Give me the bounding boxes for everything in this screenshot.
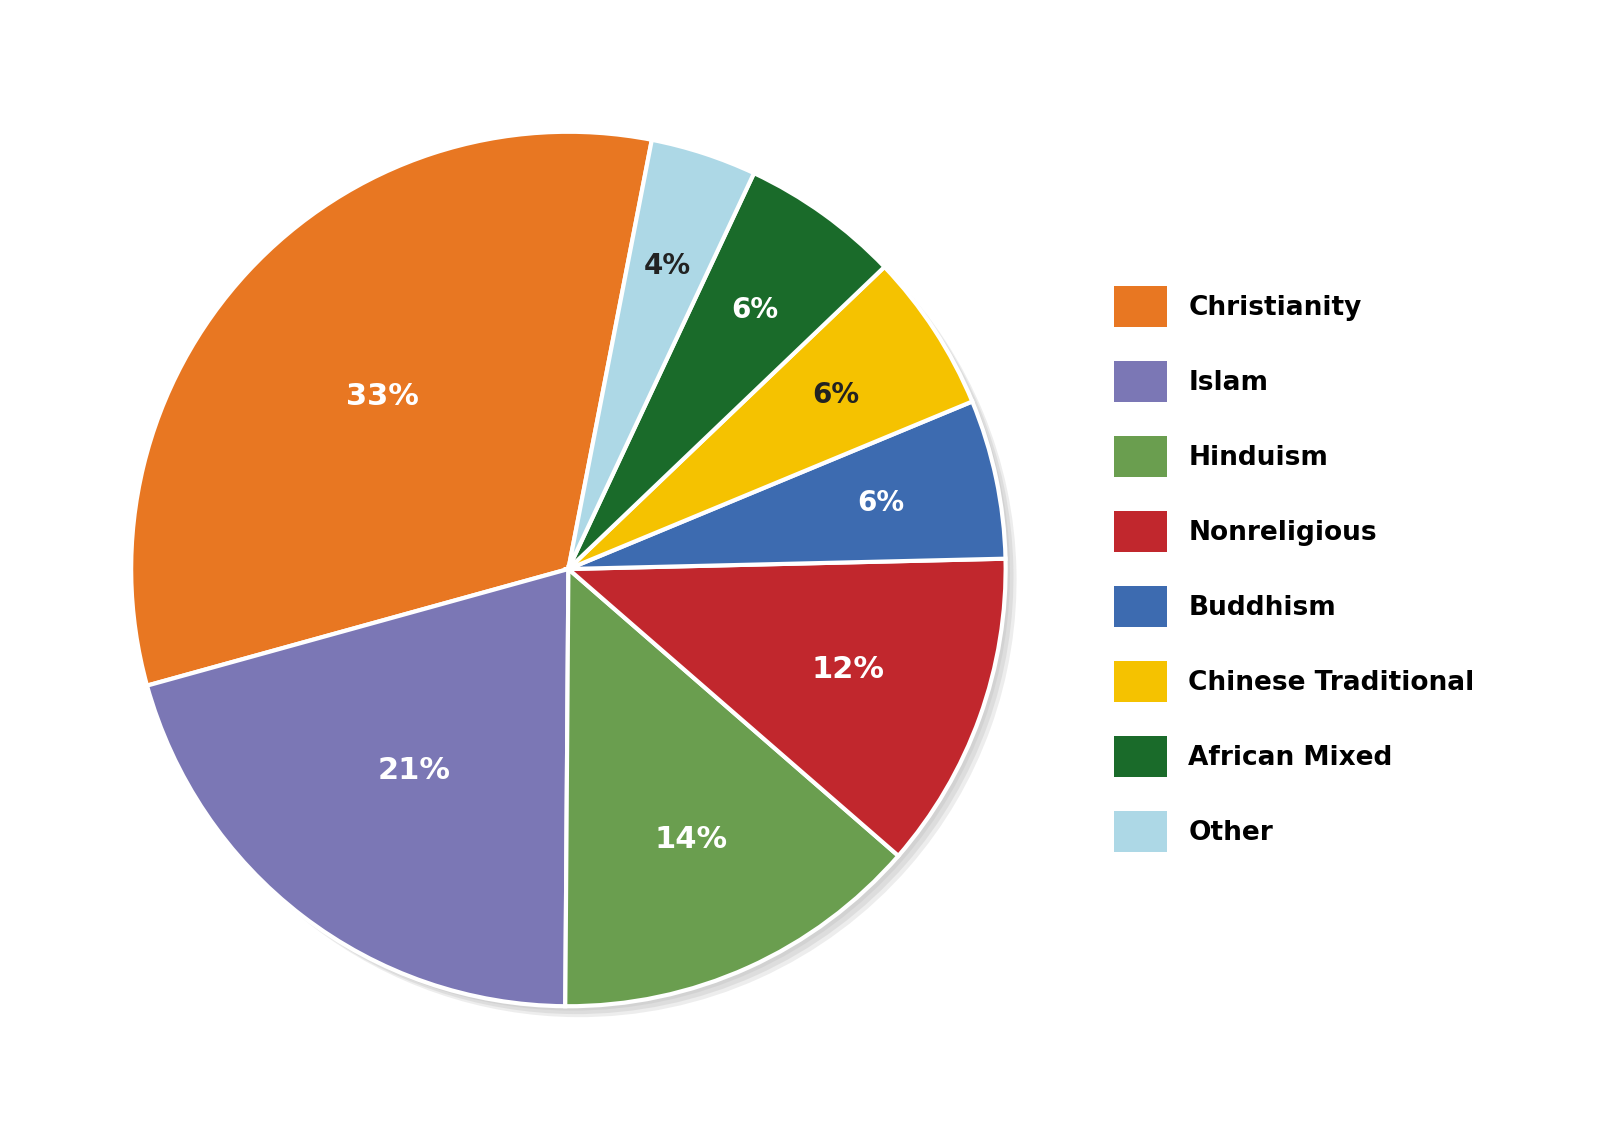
Wedge shape: [576, 148, 761, 577]
Wedge shape: [576, 580, 909, 1017]
Text: 21%: 21%: [378, 756, 450, 785]
Wedge shape: [131, 132, 651, 685]
Wedge shape: [576, 567, 1013, 864]
Wedge shape: [151, 574, 573, 1011]
Wedge shape: [568, 402, 1005, 569]
Text: 33%: 33%: [346, 382, 419, 411]
Wedge shape: [568, 267, 972, 569]
Wedge shape: [573, 145, 758, 574]
Wedge shape: [143, 142, 662, 696]
Legend: Christianity, Islam, Hinduism, Nonreligious, Buddhism, Chinese Traditional, Afri: Christianity, Islam, Hinduism, Nonreligi…: [1100, 273, 1487, 865]
Wedge shape: [568, 173, 885, 569]
Wedge shape: [565, 569, 898, 1006]
Wedge shape: [573, 406, 1010, 574]
Text: 6%: 6%: [857, 489, 904, 517]
Wedge shape: [576, 410, 1013, 577]
Wedge shape: [579, 278, 982, 580]
Wedge shape: [576, 274, 980, 577]
Wedge shape: [576, 181, 891, 577]
Wedge shape: [573, 178, 888, 574]
Wedge shape: [579, 570, 1016, 867]
Wedge shape: [135, 137, 656, 690]
Text: 4%: 4%: [643, 251, 690, 280]
Wedge shape: [579, 412, 1016, 580]
Wedge shape: [570, 574, 902, 1011]
Wedge shape: [140, 140, 659, 693]
Wedge shape: [573, 577, 906, 1014]
Text: 12%: 12%: [812, 655, 885, 684]
Wedge shape: [148, 569, 568, 1006]
Wedge shape: [573, 563, 1010, 860]
Wedge shape: [579, 150, 764, 580]
Wedge shape: [157, 580, 579, 1017]
Wedge shape: [154, 577, 576, 1014]
Text: 6%: 6%: [812, 380, 859, 409]
Wedge shape: [568, 140, 753, 569]
Wedge shape: [573, 271, 975, 574]
Text: 14%: 14%: [654, 825, 727, 855]
Text: 6%: 6%: [730, 296, 777, 324]
Wedge shape: [579, 184, 894, 580]
Wedge shape: [568, 559, 1005, 856]
